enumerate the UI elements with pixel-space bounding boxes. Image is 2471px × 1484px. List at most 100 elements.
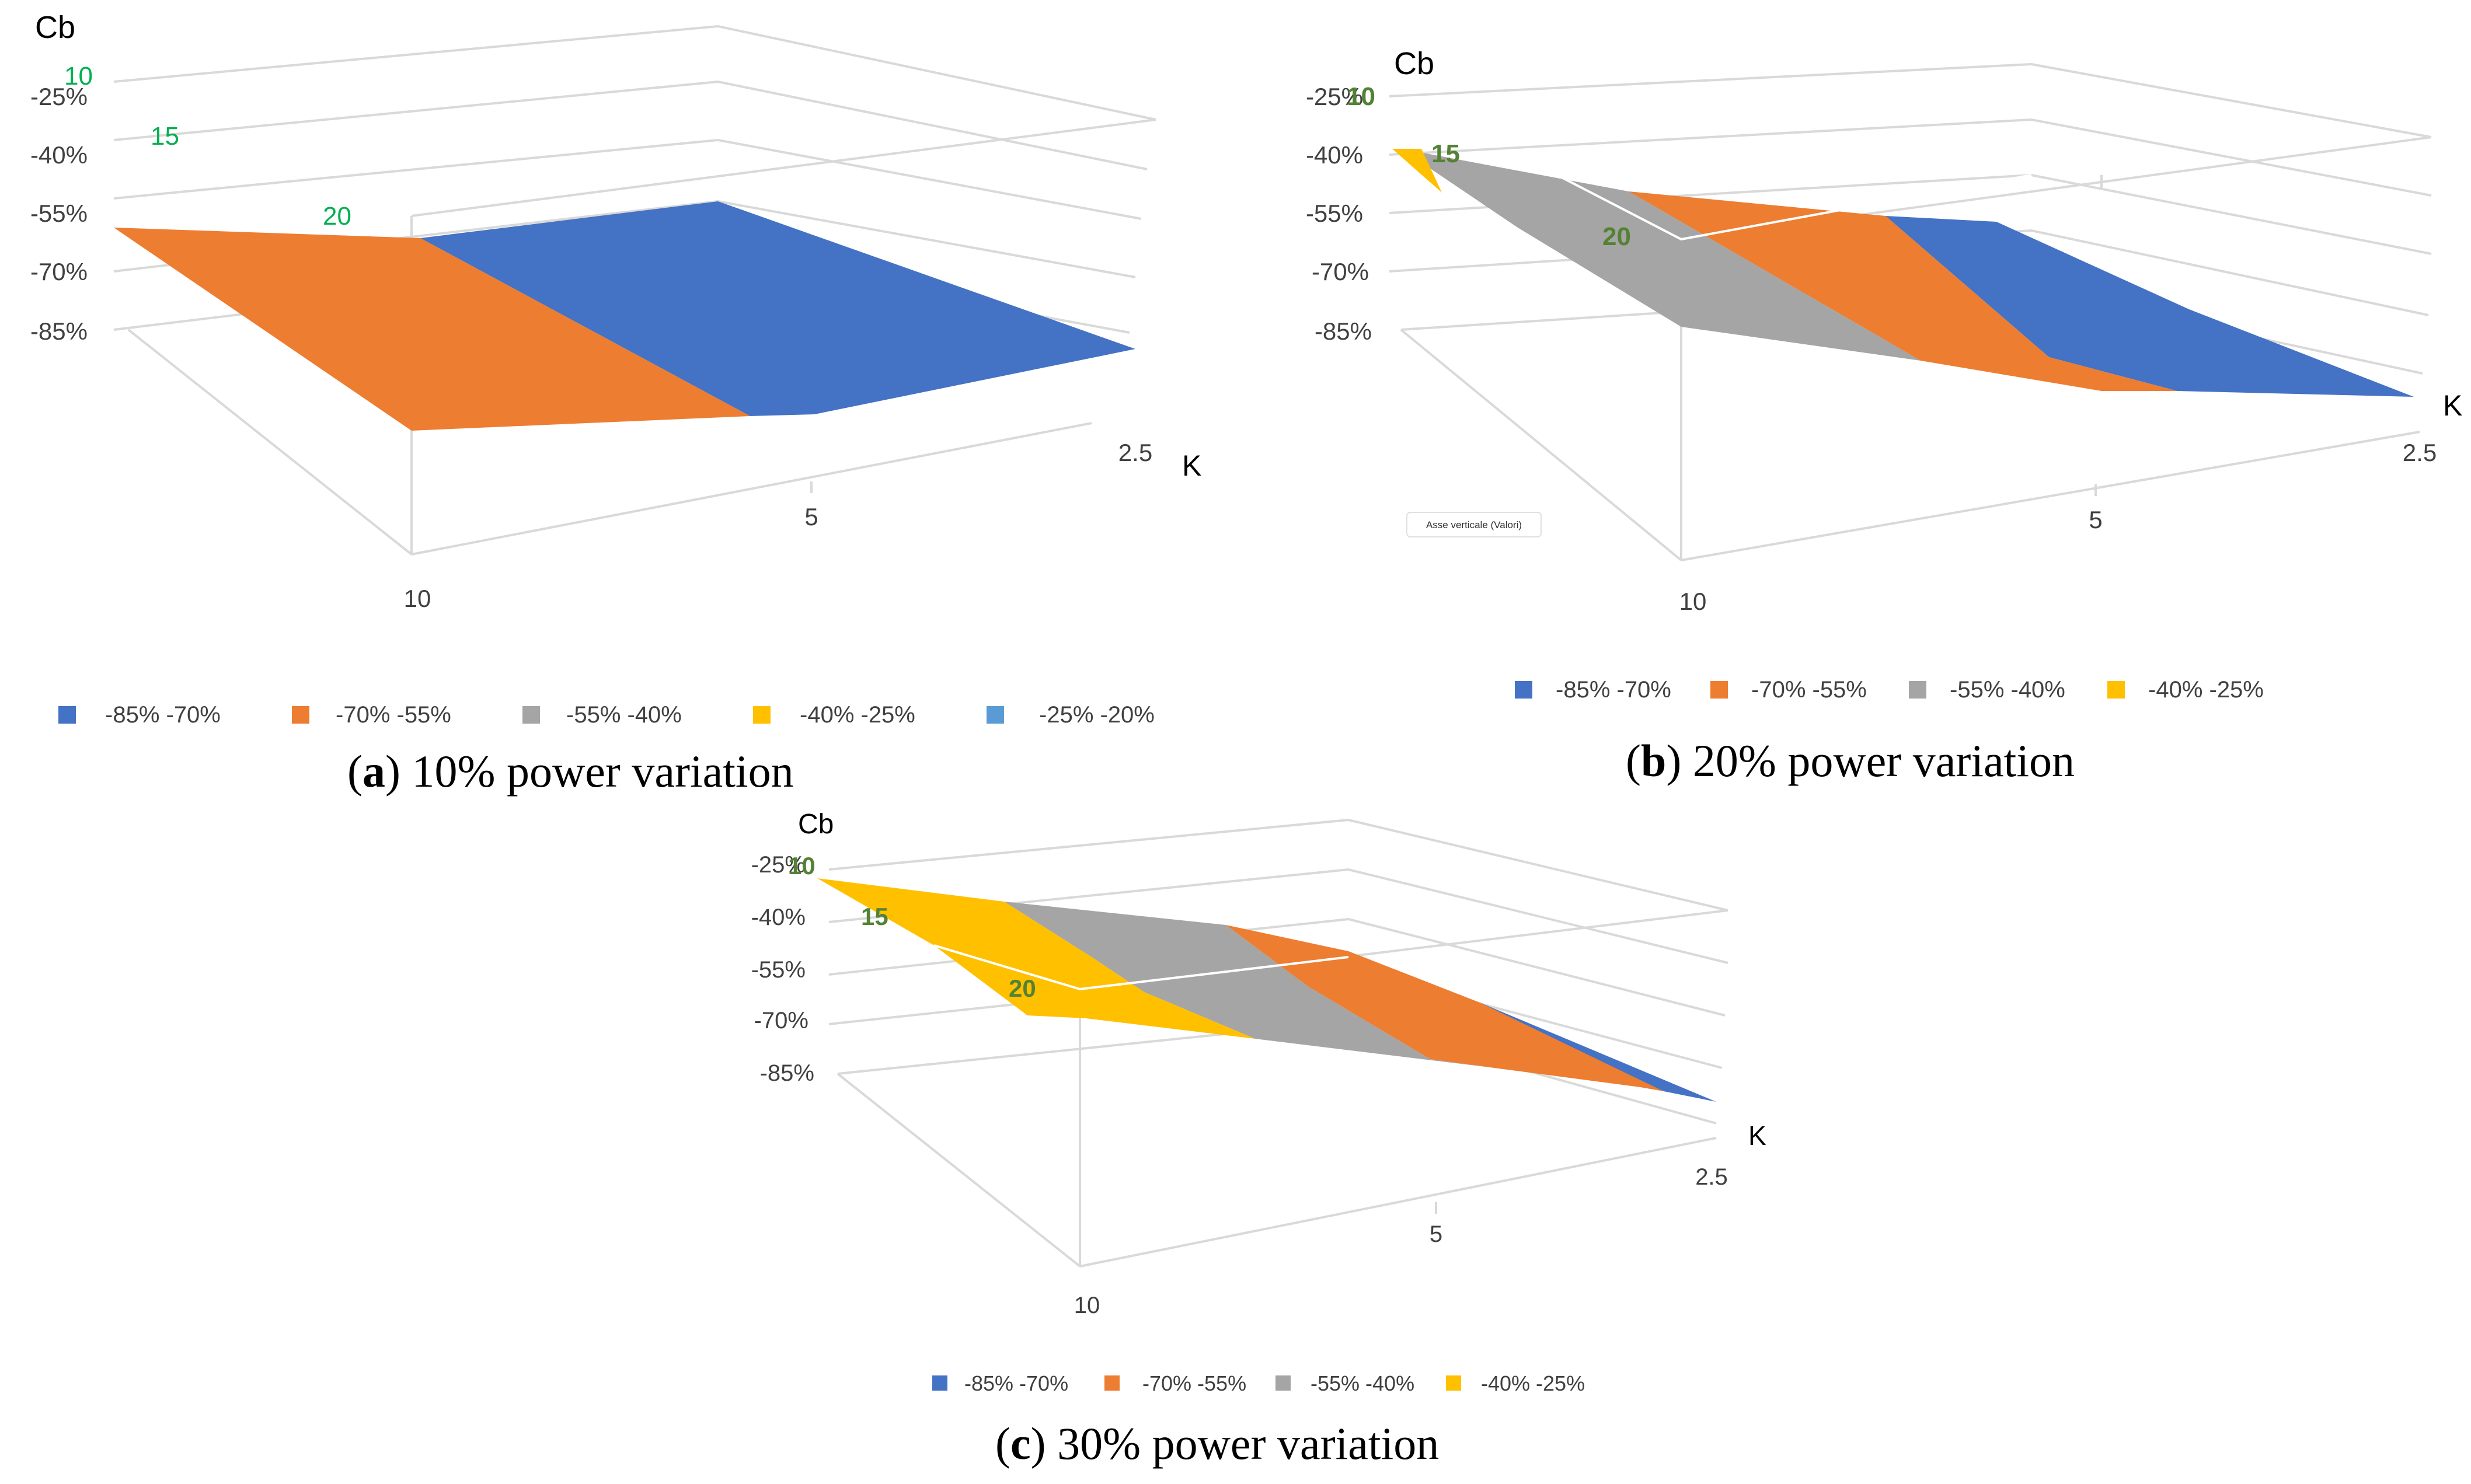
panel-c-legend-swatch <box>932 1375 947 1391</box>
panel-c-z-tick: -70% <box>754 1008 808 1033</box>
panel-a-x-tick: 10 <box>404 585 431 612</box>
panel-c-surface-band-gray <box>1004 902 1494 1068</box>
panel-b-tooltip-text: Asse verticale (Valori) <box>1426 519 1522 530</box>
panel-b-y-tick: 20 <box>1602 222 1631 251</box>
panel-b-surface-band-blue <box>1886 216 2414 397</box>
panel-a-z-axis-title: Cb <box>35 10 75 45</box>
panel-b-surface <box>1392 149 2414 397</box>
panel-a-legend-label: -25% -20% <box>1039 702 1155 728</box>
panel-c-legend-item: -40% -25% <box>1446 1371 1585 1395</box>
panel-c-x-ticks: 10 5 2.5 <box>1074 1164 1728 1318</box>
panel-b-legend-label: -40% -25% <box>2148 677 2264 703</box>
panel-b-z-tick: -70% <box>1312 258 1369 285</box>
panel-c-legend: -85% -70% -70% -55% -55% -40% -40% -25% <box>932 1371 1585 1395</box>
panel-c-legend-swatch <box>1104 1375 1120 1391</box>
panel-c-gridline <box>837 1073 1081 1267</box>
panel-b-legend-item: -40% -25% <box>2107 677 2264 703</box>
panel-b-legend-item: -70% -55% <box>1710 677 1867 703</box>
panel-a-gridline <box>411 118 1156 217</box>
panel-a-legend-label: -70% -55% <box>336 702 451 728</box>
panel-b-caption: (b) 20% power variation <box>1626 735 2075 786</box>
panel-c-surface-edge <box>933 944 1349 991</box>
panel-a-legend-item: -55% -40% <box>522 702 682 728</box>
panel-b-surface-band-yellow <box>1392 149 1442 193</box>
panel-c-y-ticks: 10 15 20 <box>788 852 1036 1002</box>
panel-a-z-tick: -25% <box>30 83 88 110</box>
panel-a-surface-band-blue <box>420 201 1135 416</box>
panel-a-surface-band-orange <box>114 228 750 431</box>
panel-c-caption-text: 30% power variation <box>1057 1418 1439 1469</box>
panel-b-gridline <box>1389 62 2432 138</box>
chart-panel-a: -25% -40% -55% -70% -85% 10 15 20 10 5 2… <box>30 10 1201 797</box>
panel-a-gridline <box>113 25 1156 121</box>
panel-b-caption-letter: b <box>1641 735 1666 786</box>
panel-b-legend-label: -85% -70% <box>1556 677 1671 703</box>
panel-b-legend-swatch <box>1909 681 1926 699</box>
panel-b-x-tick: 10 <box>1679 588 1707 615</box>
panel-c-x-tick: 10 <box>1074 1293 1100 1318</box>
panel-a-z-tick: -70% <box>30 258 88 285</box>
panel-b-surface-edge <box>1517 153 2032 241</box>
panel-b-legend-swatch <box>1710 681 1728 699</box>
panel-c-z-tick: -40% <box>751 905 806 930</box>
panel-b-y-tick: 15 <box>1431 139 1460 168</box>
panel-c-legend-item: -70% -55% <box>1104 1371 1246 1395</box>
panel-a-caption: (a) 10% power variation <box>347 746 794 797</box>
panel-a-z-ticks: -25% -40% -55% -70% -85% <box>30 83 88 345</box>
chart-panel-c: -25% -40% -55% -70% -85% 10 15 20 10 5 2… <box>751 809 1766 1469</box>
panel-b-caption-text: 20% power variation <box>1693 735 2075 786</box>
panel-a-legend-swatch <box>753 706 771 724</box>
panel-a-caption-letter: a <box>363 746 385 797</box>
panel-b-x-axis-title: K <box>2443 389 2462 422</box>
panel-a-legend-swatch <box>292 706 309 724</box>
panel-c-surface <box>817 878 1716 1102</box>
panel-b-legend-item: -55% -40% <box>1909 677 2065 703</box>
panel-a-x-tick: 5 <box>804 503 818 530</box>
panel-b-z-tick: -25% <box>1306 83 1363 110</box>
panel-c-legend-label: -85% -70% <box>964 1371 1068 1395</box>
panel-a-z-tick: -85% <box>30 317 88 345</box>
panel-a-surface <box>114 201 1135 431</box>
panel-a-legend-item: -85% -70% <box>58 702 221 728</box>
panel-b-legend: -85% -70% -70% -55% -55% -40% -40% -25% <box>1515 677 2264 703</box>
panel-c-legend-swatch <box>1275 1375 1291 1391</box>
panel-b-z-ticks: -25% -40% -55% -70% -85% <box>1306 83 1372 345</box>
panel-c-legend-label: -55% -40% <box>1311 1371 1414 1395</box>
panel-a-legend-swatch <box>522 706 540 724</box>
panel-c-x-axis-title: K <box>1748 1120 1766 1151</box>
panel-a-caption-text: 10% power variation <box>412 746 793 797</box>
panel-b-legend-label: -55% -40% <box>1950 677 2065 703</box>
panel-a-legend-label: -55% -40% <box>566 702 682 728</box>
panel-b-gridline <box>1400 329 1682 561</box>
panel-b-gridline <box>1389 118 2432 197</box>
panel-a-gridline <box>411 422 1092 556</box>
panel-c-gridline <box>1079 1137 1717 1267</box>
panel-b-tooltip-box <box>1406 512 1542 537</box>
panel-a-y-tick: 20 <box>323 202 351 231</box>
panel-b-z-axis-title: Cb <box>1394 46 1434 81</box>
panel-a-x-tick: 2.5 <box>1118 439 1152 466</box>
panel-a-z-tick: -40% <box>30 141 88 169</box>
panel-a-z-tick: -55% <box>30 200 88 227</box>
panel-a-legend-item: -40% -25% <box>753 702 915 728</box>
panel-c-surface-band-yellow <box>817 878 1255 1039</box>
panel-c-legend-item: -85% -70% <box>932 1371 1068 1395</box>
panel-c-z-tick: -25% <box>751 852 806 878</box>
panel-c-caption-letter: c <box>1010 1418 1031 1469</box>
panel-b-legend-item: -85% -70% <box>1515 677 1671 703</box>
panel-a-legend-item: -25% -20% <box>987 702 1155 728</box>
panel-a-legend-label: -85% -70% <box>105 702 221 728</box>
panel-b-legend-swatch <box>2107 681 2125 699</box>
panel-c-z-tick: -85% <box>760 1060 814 1086</box>
panel-a-legend-swatch <box>58 706 76 724</box>
panel-b-legend-label: -70% -55% <box>1751 677 1867 703</box>
panel-a-legend: -85% -70% -70% -55% -55% -40% -40% -25% … <box>58 702 1155 728</box>
panel-b-z-tick: -85% <box>1315 317 1372 345</box>
panel-c-surface-band-orange <box>1226 925 1664 1091</box>
panel-c-y-tick: 15 <box>861 903 888 930</box>
panel-c-x-tick: 2.5 <box>1695 1164 1728 1190</box>
panel-a-x-ticks: 10 5 2.5 <box>404 439 1153 612</box>
panel-a-y-ticks: 10 15 20 <box>64 62 351 231</box>
